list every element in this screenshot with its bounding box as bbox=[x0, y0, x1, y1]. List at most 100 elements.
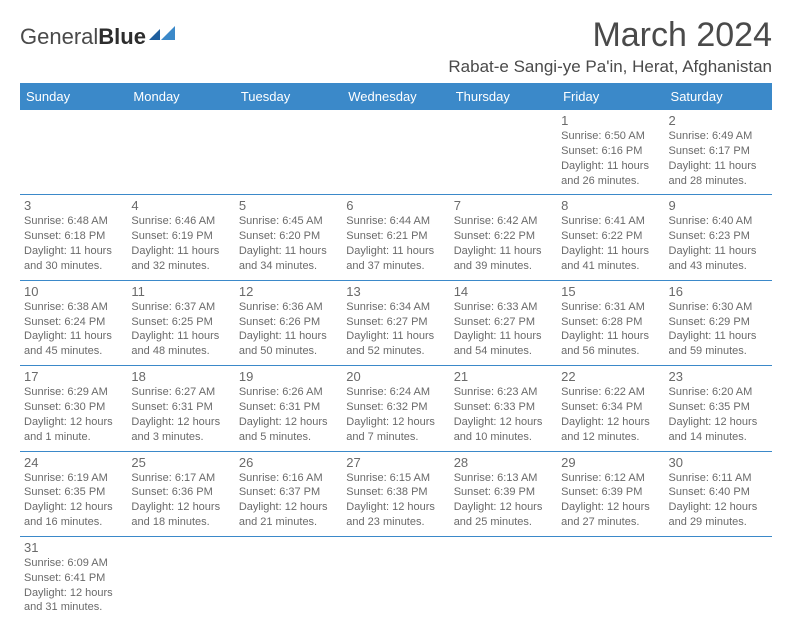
calendar-cell bbox=[450, 536, 557, 621]
calendar-cell: 25Sunrise: 6:17 AMSunset: 6:36 PMDayligh… bbox=[127, 451, 234, 536]
day-number: 2 bbox=[669, 113, 768, 128]
day-number: 30 bbox=[669, 455, 768, 470]
calendar-cell: 8Sunrise: 6:41 AMSunset: 6:22 PMDaylight… bbox=[557, 195, 664, 280]
day-number: 26 bbox=[239, 455, 338, 470]
day-detail: Sunrise: 6:15 AMSunset: 6:38 PMDaylight:… bbox=[346, 471, 445, 530]
day-detail: Sunrise: 6:26 AMSunset: 6:31 PMDaylight:… bbox=[239, 385, 338, 444]
calendar-cell: 3Sunrise: 6:48 AMSunset: 6:18 PMDaylight… bbox=[20, 195, 127, 280]
calendar-cell: 15Sunrise: 6:31 AMSunset: 6:28 PMDayligh… bbox=[557, 280, 664, 365]
calendar-table: SundayMondayTuesdayWednesdayThursdayFrid… bbox=[20, 83, 772, 621]
page-title: March 2024 bbox=[448, 16, 772, 55]
day-number: 11 bbox=[131, 284, 230, 299]
calendar-cell: 27Sunrise: 6:15 AMSunset: 6:38 PMDayligh… bbox=[342, 451, 449, 536]
day-number: 12 bbox=[239, 284, 338, 299]
calendar-cell bbox=[127, 536, 234, 621]
calendar-cell: 21Sunrise: 6:23 AMSunset: 6:33 PMDayligh… bbox=[450, 366, 557, 451]
day-detail: Sunrise: 6:16 AMSunset: 6:37 PMDaylight:… bbox=[239, 471, 338, 530]
calendar-cell: 19Sunrise: 6:26 AMSunset: 6:31 PMDayligh… bbox=[235, 366, 342, 451]
weekday-header: Saturday bbox=[665, 83, 772, 110]
day-detail: Sunrise: 6:12 AMSunset: 6:39 PMDaylight:… bbox=[561, 471, 660, 530]
calendar-cell: 10Sunrise: 6:38 AMSunset: 6:24 PMDayligh… bbox=[20, 280, 127, 365]
calendar-row: 3Sunrise: 6:48 AMSunset: 6:18 PMDaylight… bbox=[20, 195, 772, 280]
calendar-cell: 29Sunrise: 6:12 AMSunset: 6:39 PMDayligh… bbox=[557, 451, 664, 536]
day-detail: Sunrise: 6:22 AMSunset: 6:34 PMDaylight:… bbox=[561, 385, 660, 444]
weekday-header: Friday bbox=[557, 83, 664, 110]
day-detail: Sunrise: 6:20 AMSunset: 6:35 PMDaylight:… bbox=[669, 385, 768, 444]
flag-icon bbox=[149, 24, 177, 50]
calendar-cell: 13Sunrise: 6:34 AMSunset: 6:27 PMDayligh… bbox=[342, 280, 449, 365]
calendar-cell: 28Sunrise: 6:13 AMSunset: 6:39 PMDayligh… bbox=[450, 451, 557, 536]
calendar-cell: 20Sunrise: 6:24 AMSunset: 6:32 PMDayligh… bbox=[342, 366, 449, 451]
calendar-cell bbox=[557, 536, 664, 621]
calendar-cell bbox=[342, 536, 449, 621]
calendar-cell: 22Sunrise: 6:22 AMSunset: 6:34 PMDayligh… bbox=[557, 366, 664, 451]
calendar-cell: 26Sunrise: 6:16 AMSunset: 6:37 PMDayligh… bbox=[235, 451, 342, 536]
day-number: 19 bbox=[239, 369, 338, 384]
day-detail: Sunrise: 6:37 AMSunset: 6:25 PMDaylight:… bbox=[131, 300, 230, 359]
day-detail: Sunrise: 6:24 AMSunset: 6:32 PMDaylight:… bbox=[346, 385, 445, 444]
day-detail: Sunrise: 6:34 AMSunset: 6:27 PMDaylight:… bbox=[346, 300, 445, 359]
calendar-cell: 17Sunrise: 6:29 AMSunset: 6:30 PMDayligh… bbox=[20, 366, 127, 451]
calendar-cell: 23Sunrise: 6:20 AMSunset: 6:35 PMDayligh… bbox=[665, 366, 772, 451]
calendar-cell bbox=[127, 110, 234, 195]
calendar-cell: 6Sunrise: 6:44 AMSunset: 6:21 PMDaylight… bbox=[342, 195, 449, 280]
calendar-cell: 9Sunrise: 6:40 AMSunset: 6:23 PMDaylight… bbox=[665, 195, 772, 280]
day-number: 13 bbox=[346, 284, 445, 299]
day-detail: Sunrise: 6:31 AMSunset: 6:28 PMDaylight:… bbox=[561, 300, 660, 359]
day-number: 28 bbox=[454, 455, 553, 470]
day-detail: Sunrise: 6:41 AMSunset: 6:22 PMDaylight:… bbox=[561, 214, 660, 273]
day-detail: Sunrise: 6:36 AMSunset: 6:26 PMDaylight:… bbox=[239, 300, 338, 359]
calendar-row: 17Sunrise: 6:29 AMSunset: 6:30 PMDayligh… bbox=[20, 366, 772, 451]
day-detail: Sunrise: 6:23 AMSunset: 6:33 PMDaylight:… bbox=[454, 385, 553, 444]
day-detail: Sunrise: 6:33 AMSunset: 6:27 PMDaylight:… bbox=[454, 300, 553, 359]
day-detail: Sunrise: 6:45 AMSunset: 6:20 PMDaylight:… bbox=[239, 214, 338, 273]
calendar-cell: 31Sunrise: 6:09 AMSunset: 6:41 PMDayligh… bbox=[20, 536, 127, 621]
calendar-cell: 7Sunrise: 6:42 AMSunset: 6:22 PMDaylight… bbox=[450, 195, 557, 280]
calendar-cell: 2Sunrise: 6:49 AMSunset: 6:17 PMDaylight… bbox=[665, 110, 772, 195]
weekday-header: Wednesday bbox=[342, 83, 449, 110]
day-number: 29 bbox=[561, 455, 660, 470]
calendar-cell bbox=[450, 110, 557, 195]
day-detail: Sunrise: 6:46 AMSunset: 6:19 PMDaylight:… bbox=[131, 214, 230, 273]
day-number: 18 bbox=[131, 369, 230, 384]
calendar-cell bbox=[235, 536, 342, 621]
calendar-cell: 30Sunrise: 6:11 AMSunset: 6:40 PMDayligh… bbox=[665, 451, 772, 536]
day-detail: Sunrise: 6:11 AMSunset: 6:40 PMDaylight:… bbox=[669, 471, 768, 530]
calendar-cell: 24Sunrise: 6:19 AMSunset: 6:35 PMDayligh… bbox=[20, 451, 127, 536]
weekday-header: Tuesday bbox=[235, 83, 342, 110]
day-detail: Sunrise: 6:42 AMSunset: 6:22 PMDaylight:… bbox=[454, 214, 553, 273]
day-detail: Sunrise: 6:09 AMSunset: 6:41 PMDaylight:… bbox=[24, 556, 123, 615]
day-detail: Sunrise: 6:40 AMSunset: 6:23 PMDaylight:… bbox=[669, 214, 768, 273]
day-number: 22 bbox=[561, 369, 660, 384]
day-number: 4 bbox=[131, 198, 230, 213]
calendar-row: 10Sunrise: 6:38 AMSunset: 6:24 PMDayligh… bbox=[20, 280, 772, 365]
calendar-cell bbox=[20, 110, 127, 195]
day-detail: Sunrise: 6:27 AMSunset: 6:31 PMDaylight:… bbox=[131, 385, 230, 444]
calendar-cell: 11Sunrise: 6:37 AMSunset: 6:25 PMDayligh… bbox=[127, 280, 234, 365]
day-number: 9 bbox=[669, 198, 768, 213]
day-number: 14 bbox=[454, 284, 553, 299]
calendar-cell: 1Sunrise: 6:50 AMSunset: 6:16 PMDaylight… bbox=[557, 110, 664, 195]
day-number: 21 bbox=[454, 369, 553, 384]
day-number: 15 bbox=[561, 284, 660, 299]
calendar-cell: 4Sunrise: 6:46 AMSunset: 6:19 PMDaylight… bbox=[127, 195, 234, 280]
calendar-cell bbox=[235, 110, 342, 195]
day-number: 16 bbox=[669, 284, 768, 299]
calendar-cell: 12Sunrise: 6:36 AMSunset: 6:26 PMDayligh… bbox=[235, 280, 342, 365]
day-number: 20 bbox=[346, 369, 445, 384]
weekday-header: Thursday bbox=[450, 83, 557, 110]
weekday-header-row: SundayMondayTuesdayWednesdayThursdayFrid… bbox=[20, 83, 772, 110]
weekday-header: Monday bbox=[127, 83, 234, 110]
day-detail: Sunrise: 6:44 AMSunset: 6:21 PMDaylight:… bbox=[346, 214, 445, 273]
day-detail: Sunrise: 6:50 AMSunset: 6:16 PMDaylight:… bbox=[561, 129, 660, 188]
day-number: 3 bbox=[24, 198, 123, 213]
calendar-cell: 5Sunrise: 6:45 AMSunset: 6:20 PMDaylight… bbox=[235, 195, 342, 280]
day-detail: Sunrise: 6:29 AMSunset: 6:30 PMDaylight:… bbox=[24, 385, 123, 444]
calendar-cell: 16Sunrise: 6:30 AMSunset: 6:29 PMDayligh… bbox=[665, 280, 772, 365]
day-detail: Sunrise: 6:30 AMSunset: 6:29 PMDaylight:… bbox=[669, 300, 768, 359]
calendar-cell bbox=[665, 536, 772, 621]
day-detail: Sunrise: 6:19 AMSunset: 6:35 PMDaylight:… bbox=[24, 471, 123, 530]
logo-text-1: General bbox=[20, 24, 98, 50]
header: GeneralBlue March 2024 Rabat-e Sangi-ye … bbox=[20, 16, 772, 77]
day-number: 23 bbox=[669, 369, 768, 384]
